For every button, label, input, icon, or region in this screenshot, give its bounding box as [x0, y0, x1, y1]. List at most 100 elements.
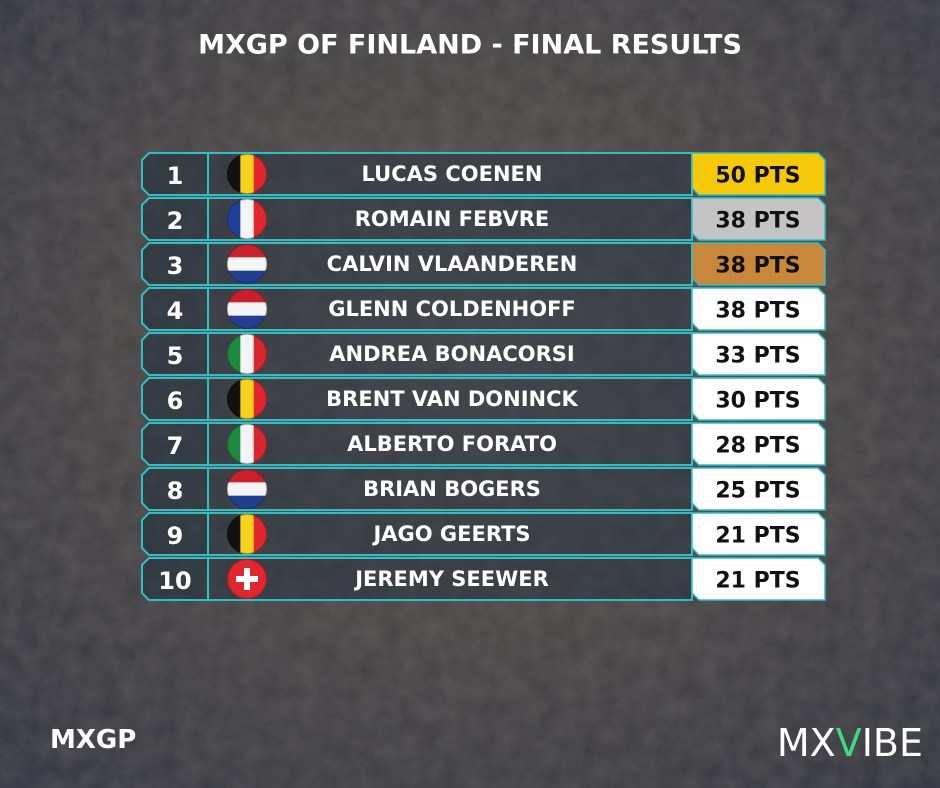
flag [227, 424, 267, 464]
position-box [141, 422, 209, 466]
flag [227, 559, 267, 599]
position: 10 [158, 567, 191, 595]
flag-stripe [227, 244, 267, 258]
position: 8 [167, 477, 184, 505]
flag [227, 154, 267, 194]
flag-stripe [227, 154, 241, 194]
result-row: 9 JAGO GEERTS 21 PTS [141, 512, 826, 556]
flag-stripe [240, 154, 255, 194]
points: 33 PTS [715, 344, 800, 369]
flag [227, 199, 267, 239]
rider-name: JEREMY SEEWER [353, 567, 549, 591]
flag-stripe [253, 154, 267, 194]
points-box [691, 287, 826, 331]
position-box [141, 152, 209, 196]
position-box [141, 512, 209, 556]
position-box [141, 467, 209, 511]
flag-stripe [240, 334, 255, 374]
position-box [141, 557, 209, 601]
flag [227, 469, 267, 509]
flag-stripe [227, 495, 267, 509]
result-row: 1 LUCAS COENEN 50 PTS [141, 152, 826, 196]
flag-stripe [227, 469, 267, 483]
points-box [691, 512, 826, 556]
rider-name: ALBERTO FORATO [347, 432, 557, 456]
points: 30 PTS [715, 389, 800, 414]
position-box [141, 332, 209, 376]
points-box [691, 422, 826, 466]
position-box [141, 242, 209, 286]
points-box [691, 557, 826, 601]
flag-stripe [253, 199, 267, 239]
title: MXGP OF FINLAND - FINAL RESULTS [198, 30, 742, 61]
position: 2 [167, 207, 184, 235]
position: 1 [167, 162, 184, 190]
points-box [691, 152, 826, 196]
rider-name: ANDREA BONACORSI [329, 342, 574, 366]
flag [227, 514, 267, 554]
position: 7 [167, 432, 184, 460]
brand-logo: MXVIBE [777, 721, 923, 765]
result-row: 4 GLENN COLDENHOFF 38 PTS [141, 287, 826, 331]
flag-stripe [227, 270, 267, 284]
points-box [691, 467, 826, 511]
result-row: 7 ALBERTO FORATO 28 PTS [141, 422, 826, 466]
flag [227, 289, 267, 329]
points-box [691, 197, 826, 241]
flag-stripe [227, 334, 241, 374]
flag [227, 379, 267, 419]
flag-stripe [227, 424, 241, 464]
flag [227, 244, 267, 284]
position: 4 [167, 297, 184, 325]
points: 38 PTS [715, 299, 800, 324]
points: 21 PTS [715, 569, 800, 594]
rider-name: LUCAS COENEN [362, 162, 543, 186]
points: 25 PTS [715, 479, 800, 504]
points-box [691, 332, 826, 376]
logo-part: MX [777, 721, 836, 765]
position: 9 [167, 522, 184, 550]
result-row: 10 JEREMY SEEWER 21 PTS [141, 557, 826, 601]
flag-stripe [253, 379, 267, 419]
points: 38 PTS [715, 254, 800, 279]
rider-name: BRENT VAN DONINCK [326, 387, 578, 411]
flag-stripe [227, 482, 267, 497]
flag-stripe [227, 379, 241, 419]
result-row: 6 BRENT VAN DONINCK 30 PTS [141, 377, 826, 421]
position: 5 [167, 342, 184, 370]
logo-part: IBE [862, 721, 923, 765]
position: 3 [167, 252, 184, 280]
flag-stripe [240, 424, 255, 464]
rider-name: JAGO GEERTS [371, 522, 530, 546]
logo-part: V [836, 721, 862, 765]
result-row: 5 ANDREA BONACORSI 33 PTS [141, 332, 826, 376]
flag-cross [236, 576, 258, 582]
result-row: 8 BRIAN BOGERS 25 PTS [141, 467, 826, 511]
position-box [141, 377, 209, 421]
result-row: 2 ROMAIN FEBVRE 38 PTS [141, 197, 826, 241]
flag-stripe [240, 514, 255, 554]
points: 38 PTS [715, 209, 800, 234]
flag-stripe [227, 257, 267, 272]
points: 21 PTS [715, 524, 800, 549]
flag-stripe [227, 302, 267, 317]
flag-stripe [253, 514, 267, 554]
flag-stripe [227, 199, 241, 239]
flag-stripe [227, 315, 267, 329]
rider-name: CALVIN VLAANDEREN [327, 252, 578, 276]
flag [227, 334, 267, 374]
points-box [691, 377, 826, 421]
flag-stripe [253, 334, 267, 374]
position: 6 [167, 387, 184, 415]
points: 50 PTS [715, 164, 800, 189]
flag-stripe [227, 514, 241, 554]
series-logo: MXGP [50, 725, 136, 755]
flag-stripe [253, 424, 267, 464]
result-row: 3 CALVIN VLAANDEREN 38 PTS [141, 242, 826, 286]
points-box [691, 242, 826, 286]
position-box [141, 287, 209, 331]
rider-name: BRIAN BOGERS [363, 477, 541, 501]
